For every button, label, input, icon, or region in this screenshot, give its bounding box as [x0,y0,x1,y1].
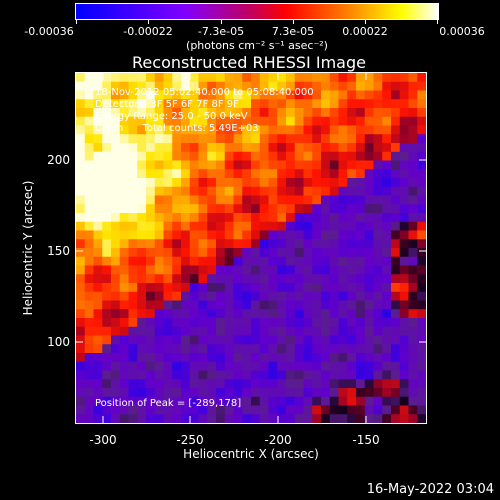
info-energy-range: Energy Range: 25.0 - 50.0 keV [95,111,248,122]
y-axis-title: Heliocentric Y (arcsec) [21,180,35,316]
peak-position-label: Position of Peak = [-289,178] [95,398,242,409]
colorbar-tick-label: -0.00022 [123,25,173,38]
colorbar-tick [221,19,222,24]
colorbar [75,3,439,20]
image-plot: 18-Nov-2012 05:02:40.000 to 05:08:40.000… [75,72,427,424]
colorbar-tick-label: 0.00036 [439,25,485,38]
colorbar-tick [437,19,438,24]
colorbar-tick-label: 7.3e-05 [271,25,315,38]
x-axis-title: Heliocentric X (arcsec) [183,447,319,461]
y-tick-label: 200 [47,153,70,167]
x-tick-label: -150 [352,433,380,447]
colorbar-tick [148,19,149,24]
info-clean-counts: Clean Total counts: 5.49E+03 [95,123,259,134]
y-tick-label: 100 [47,335,70,349]
colorbar-unit-label: (photons cm⁻² s⁻¹ asec⁻²) [186,39,328,52]
x-tick-label: -300 [89,433,117,447]
info-detectors: Detectors: 3F 5F 6F 7F 8F 9F [95,99,239,110]
colorbar-tick-label: -0.00036 [24,25,74,38]
timestamp: 16-May-2022 03:04 [366,482,494,497]
y-tick-label: 150 [47,244,70,258]
colorbar-tick [76,19,77,24]
colorbar-tick-label: 0.00022 [342,25,388,38]
colorbar-tick [293,19,294,24]
x-tick-label: -200 [264,433,292,447]
plot-title: Reconstructed RHESSI Image [132,53,366,72]
x-tick-label: -250 [176,433,204,447]
colorbar-gradient [76,4,438,19]
colorbar-tick-label: -7.3e-05 [197,25,245,38]
info-time-range: 18-Nov-2012 05:02:40.000 to 05:08:40.000 [95,87,314,98]
rhessi-image [76,73,426,423]
colorbar-tick [365,19,366,24]
